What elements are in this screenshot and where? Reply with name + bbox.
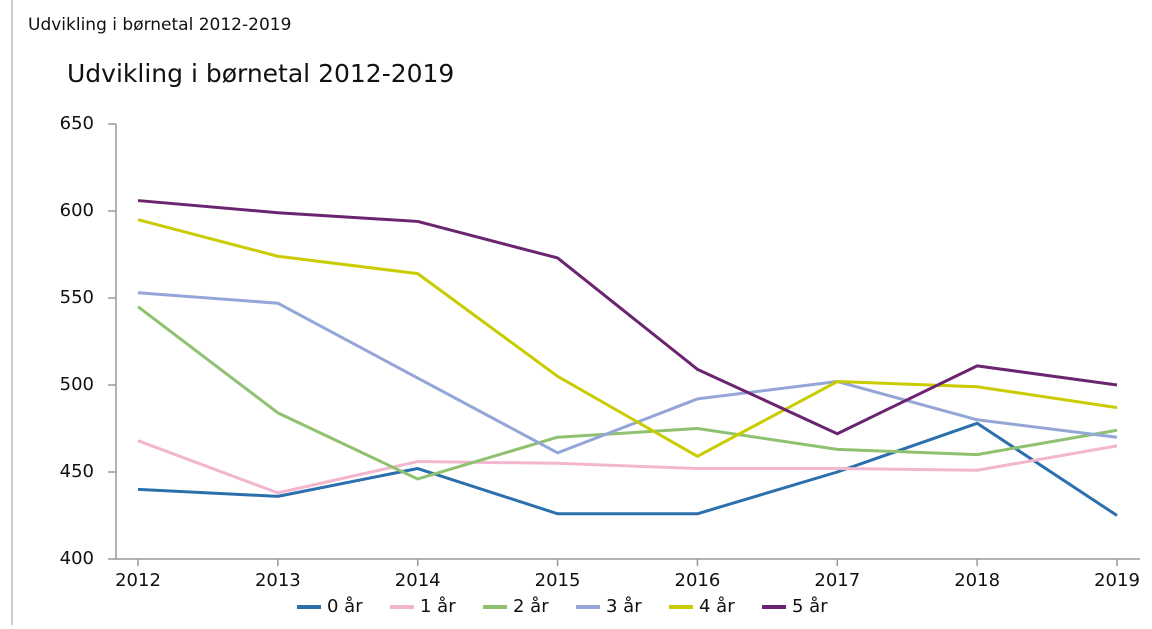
legend-label: 0 år <box>327 596 363 617</box>
y-tick-label: 500 <box>60 374 94 395</box>
x-tick-label: 2014 <box>395 570 441 591</box>
x-tick-label: 2016 <box>675 570 721 591</box>
series-line <box>137 305 1118 481</box>
series-line <box>137 291 1118 455</box>
x-tick-label: 2017 <box>814 570 860 591</box>
y-tick-label: 650 <box>60 113 94 134</box>
x-tick-label: 2019 <box>1094 570 1140 591</box>
header-title: Udvikling i børnetal 2012-2019 <box>28 15 291 35</box>
x-tick-label: 2013 <box>255 570 301 591</box>
series-line <box>137 199 1118 436</box>
legend-label: 5 år <box>792 596 828 617</box>
y-tick-label: 400 <box>60 548 94 569</box>
legend-label: 1 år <box>420 596 456 617</box>
series-line <box>137 421 1118 517</box>
chart-title: Udvikling i børnetal 2012-2019 <box>67 59 454 88</box>
x-tick-label: 2015 <box>535 570 581 591</box>
y-tick-label: 550 <box>60 287 94 308</box>
legend-label: 2 år <box>513 596 549 617</box>
legend-label: 3 år <box>606 596 642 617</box>
x-tick-label: 2012 <box>115 570 161 591</box>
legend-label: 4 år <box>699 596 735 617</box>
series-line <box>137 218 1118 458</box>
series-line <box>137 439 1118 495</box>
y-tick-label: 450 <box>60 461 94 482</box>
y-tick-label: 600 <box>60 200 94 221</box>
x-tick-label: 2018 <box>954 570 1000 591</box>
